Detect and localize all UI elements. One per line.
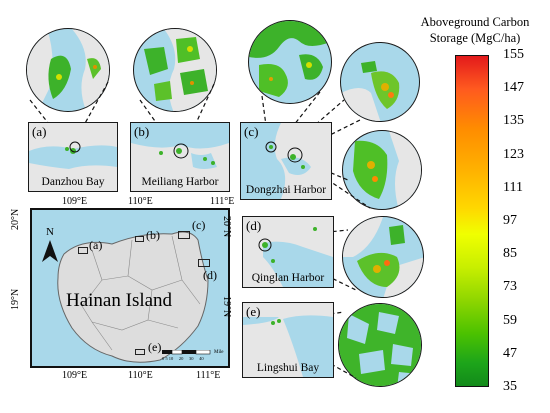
panel-d: (d) Qinglan Harbor bbox=[242, 216, 334, 288]
marker-e-box bbox=[135, 349, 145, 355]
legend-tick: 73 bbox=[503, 279, 517, 295]
marker-d-box bbox=[198, 259, 210, 267]
north-arrow-icon bbox=[42, 240, 58, 262]
panel-e: (e) Lingshui Bay bbox=[242, 302, 334, 378]
panel-b: (b) Meiliang Harbor bbox=[130, 122, 230, 192]
panel-d-label: (d) bbox=[246, 218, 262, 233]
island-name: Hainan Island bbox=[66, 290, 173, 311]
legend-tick: 85 bbox=[503, 246, 517, 262]
panel-a-map bbox=[29, 141, 117, 169]
panel-a-name: Danzhou Bay bbox=[41, 176, 105, 188]
zoom-circle-c3 bbox=[342, 130, 422, 210]
lon-bottom-110: 110°E bbox=[128, 370, 153, 381]
marker-a-box bbox=[78, 247, 88, 254]
legend-tick: 35 bbox=[503, 379, 517, 394]
lon-top-110: 110°E bbox=[128, 196, 153, 207]
lon-top-109: 109°E bbox=[62, 196, 88, 207]
legend-tick: 155 bbox=[503, 47, 524, 62]
lon-bottom-109: 109°E bbox=[62, 370, 88, 381]
marker-b-box bbox=[135, 236, 144, 242]
panel-a-label: (a) bbox=[32, 124, 47, 139]
legend-tick: 135 bbox=[503, 113, 524, 129]
panel-b-name: Meiliang Harbor bbox=[141, 176, 219, 188]
zoom-circle-a bbox=[26, 28, 110, 112]
lat-left-19: 19°N bbox=[10, 288, 21, 310]
legend-tick: 111 bbox=[503, 179, 523, 195]
hainan-island-shape bbox=[57, 231, 209, 363]
panel-b-map bbox=[131, 123, 229, 169]
legend-tick: 147 bbox=[503, 80, 524, 96]
panel-c-label: (c) bbox=[244, 124, 259, 139]
scale-bar bbox=[162, 350, 211, 355]
zoom-circle-c3-map bbox=[353, 131, 421, 209]
panel-c-name: Dongzhai Harbor bbox=[245, 184, 327, 196]
panel-e-name: Lingshui Bay bbox=[256, 362, 320, 374]
lon-bottom-111: 111°E bbox=[196, 370, 221, 381]
marker-c-box bbox=[178, 231, 190, 239]
legend-color-bar bbox=[455, 55, 489, 387]
legend-tick: 97 bbox=[503, 213, 517, 228]
marker-d-label: (d) bbox=[203, 268, 217, 282]
zoom-circle-a-map bbox=[27, 29, 109, 111]
marker-b-label: (b) bbox=[146, 228, 160, 242]
legend-title-line2: Storage (MgC/ha) bbox=[429, 31, 521, 45]
legend-tick: 47 bbox=[503, 345, 517, 361]
legend-title: Aboveground Carbon Storage (MgC/ha) bbox=[400, 14, 550, 46]
panel-e-map bbox=[243, 315, 333, 377]
scale-ticks: 0 5 10 20 30 40 bbox=[162, 356, 204, 361]
panel-d-map bbox=[258, 227, 333, 287]
panel-c: (c) Dongzhai Harbor bbox=[240, 122, 332, 200]
zoom-circle-b-map bbox=[144, 29, 216, 111]
lon-top-111: 111°E bbox=[210, 196, 235, 207]
zoom-circle-b bbox=[133, 28, 217, 112]
panel-a: (a) Danzhou Bay bbox=[28, 122, 118, 192]
zoom-circle-c1 bbox=[248, 20, 332, 104]
north-label: N bbox=[46, 226, 54, 238]
panel-d-name: Qinglan Harbor bbox=[251, 272, 325, 284]
lat-right-19: 19°N bbox=[221, 296, 232, 318]
scale-unit: Mile bbox=[214, 350, 224, 355]
lat-right-20: 20°N bbox=[221, 216, 232, 238]
marker-a-label: (a) bbox=[89, 238, 103, 252]
zoom-circle-c1-map bbox=[249, 21, 331, 97]
marker-e-label: (e) bbox=[148, 340, 162, 354]
lat-left-20: 20°N bbox=[10, 208, 21, 230]
marker-c-label: (c) bbox=[192, 218, 206, 232]
panel-b-label: (b) bbox=[134, 124, 150, 139]
main-map: N Hainan Island 0 5 10 20 30 40 Mile bbox=[30, 208, 230, 368]
legend-tick: 59 bbox=[503, 312, 517, 328]
legend-tick: 123 bbox=[503, 146, 524, 162]
legend-title-line1: Aboveground Carbon bbox=[420, 15, 530, 29]
panel-e-label: (e) bbox=[246, 304, 261, 319]
panel-c-map bbox=[241, 123, 311, 199]
